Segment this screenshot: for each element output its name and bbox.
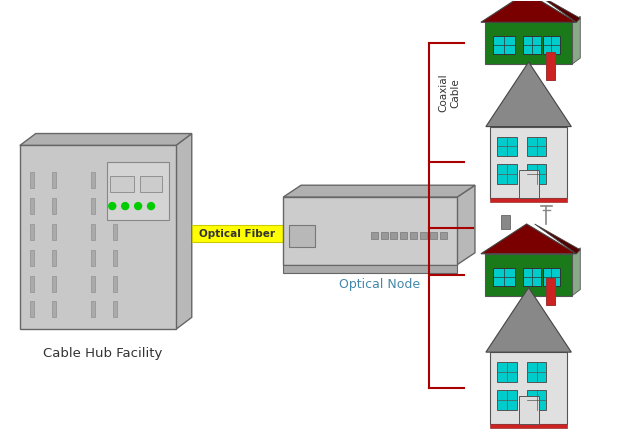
Bar — [113, 198, 117, 214]
Polygon shape — [572, 248, 580, 295]
Bar — [485, 22, 572, 64]
Bar — [289, 225, 315, 247]
Polygon shape — [486, 288, 572, 352]
Text: Cable Hub Facility: Cable Hub Facility — [43, 347, 162, 360]
Bar — [113, 224, 117, 240]
Bar — [401, 232, 407, 239]
Bar — [91, 250, 95, 266]
Bar — [113, 250, 117, 266]
Circle shape — [147, 203, 154, 210]
Bar — [91, 276, 95, 291]
Bar — [108, 163, 169, 220]
Circle shape — [122, 203, 129, 210]
Polygon shape — [534, 0, 580, 22]
Bar — [91, 172, 95, 188]
Bar — [52, 276, 55, 291]
Bar — [420, 232, 427, 239]
Bar — [542, 36, 560, 54]
Bar — [20, 146, 176, 329]
Circle shape — [134, 203, 142, 210]
Bar — [30, 172, 34, 188]
Bar — [91, 224, 95, 240]
Bar — [522, 268, 541, 285]
Bar — [283, 197, 457, 265]
Bar — [52, 224, 55, 240]
Polygon shape — [457, 185, 475, 265]
Bar — [113, 276, 117, 291]
Bar — [430, 232, 437, 239]
Bar — [493, 268, 514, 285]
Bar — [542, 268, 560, 285]
Bar — [52, 198, 55, 214]
Bar — [485, 254, 572, 295]
Bar — [391, 232, 397, 239]
Bar — [30, 224, 34, 240]
Polygon shape — [481, 224, 577, 254]
Text: Optical Node: Optical Node — [338, 278, 420, 291]
Polygon shape — [481, 0, 577, 22]
Bar — [547, 277, 555, 305]
Bar — [490, 352, 567, 424]
Bar — [52, 302, 55, 317]
Bar — [52, 250, 55, 266]
Text: Optical Fiber: Optical Fiber — [200, 229, 276, 239]
Polygon shape — [176, 134, 192, 329]
Bar — [440, 232, 447, 239]
Bar — [527, 390, 547, 410]
Bar — [140, 176, 162, 192]
Bar — [519, 396, 539, 424]
Bar — [501, 215, 509, 229]
Bar — [52, 172, 55, 188]
Bar — [490, 198, 567, 202]
Bar — [30, 198, 34, 214]
Bar — [497, 390, 517, 410]
Polygon shape — [283, 185, 475, 197]
Bar — [110, 176, 134, 192]
Bar — [30, 276, 34, 291]
Bar — [547, 52, 555, 80]
Bar — [113, 302, 117, 317]
Bar — [497, 136, 517, 156]
Bar — [371, 232, 378, 239]
Polygon shape — [20, 134, 192, 146]
Bar — [497, 164, 517, 184]
Bar — [527, 136, 547, 156]
Bar — [497, 362, 517, 382]
Circle shape — [109, 203, 116, 210]
Bar — [490, 424, 567, 428]
Bar — [113, 172, 117, 188]
Bar — [519, 170, 539, 198]
Bar — [192, 225, 283, 242]
Bar — [527, 164, 547, 184]
Bar — [30, 250, 34, 266]
Bar — [91, 198, 95, 214]
Polygon shape — [572, 16, 580, 64]
Bar — [91, 302, 95, 317]
Bar — [411, 232, 417, 239]
Bar — [381, 232, 388, 239]
Polygon shape — [534, 224, 580, 254]
Bar — [490, 127, 567, 198]
Bar — [522, 36, 541, 54]
Bar — [527, 362, 547, 382]
Polygon shape — [486, 62, 572, 127]
Bar — [493, 36, 514, 54]
Bar — [283, 265, 457, 273]
Text: Coaxial
Cable: Coaxial Cable — [439, 73, 460, 112]
Bar — [30, 302, 34, 317]
